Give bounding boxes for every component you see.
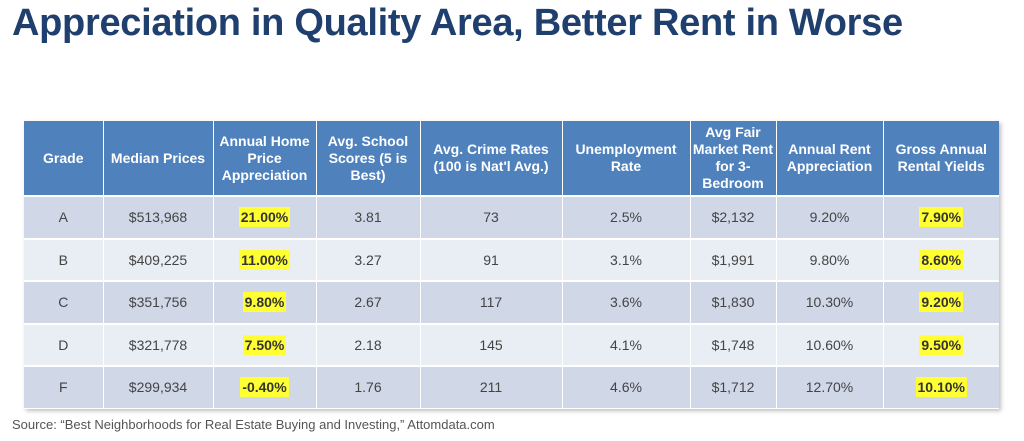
cell-home-appreciation: 11.00% — [213, 238, 317, 282]
page-title: Appreciation in Quality Area, Better Ren… — [12, 2, 903, 44]
cell-home-appreciation: -0.40% — [213, 366, 317, 408]
cell-median-price: $299,934 — [103, 366, 214, 408]
highlighted-value: 10.10% — [915, 377, 967, 398]
highlighted-value: 7.50% — [242, 334, 287, 355]
cell-fair-market-rent: $2,132 — [690, 196, 777, 240]
cell-unemployment: 2.5% — [562, 196, 691, 240]
header-school-scores: Avg. School Scores (5 is Best) — [316, 121, 421, 197]
cell-fair-market-rent: $1,748 — [690, 323, 777, 367]
table-row: B $409,225 11.00% 3.27 91 3.1% $1,991 9.… — [24, 238, 999, 282]
cell-crime-rate: 211 — [420, 366, 563, 408]
highlighted-value: 7.90% — [919, 207, 964, 228]
table-row: C $351,756 9.80% 2.67 117 3.6% $1,830 10… — [24, 281, 999, 325]
cell-rent-appreciation: 9.20% — [776, 196, 884, 240]
cell-fair-market-rent: $1,712 — [690, 366, 777, 408]
cell-school-score: 3.81 — [316, 196, 421, 240]
header-median-prices: Median Prices — [103, 121, 214, 197]
cell-rental-yield: 9.20% — [883, 281, 999, 325]
cell-rent-appreciation: 9.80% — [776, 238, 884, 282]
header-unemployment-rate: Unemployment Rate — [562, 121, 691, 197]
header-grade: Grade — [24, 121, 104, 197]
cell-median-price: $409,225 — [103, 238, 214, 282]
header-rental-yields: Gross Annual Rental Yields — [883, 121, 999, 197]
table-row: D $321,778 7.50% 2.18 145 4.1% $1,748 10… — [24, 323, 999, 367]
cell-grade: A — [24, 196, 104, 240]
highlighted-value: 11.00% — [239, 249, 290, 270]
table-row: A $513,968 21.00% 3.81 73 2.5% $2,132 9.… — [24, 196, 999, 240]
header-crime-rates: Avg. Crime Rates (100 is Nat'l Avg.) — [420, 121, 563, 197]
cell-home-appreciation: 9.80% — [213, 281, 317, 325]
cell-rent-appreciation: 10.60% — [776, 323, 884, 367]
cell-grade: D — [24, 323, 104, 367]
cell-unemployment: 4.6% — [562, 366, 691, 408]
cell-school-score: 2.18 — [316, 323, 421, 367]
highlighted-value: 8.60% — [919, 249, 964, 270]
cell-grade: C — [24, 281, 104, 325]
highlighted-value: 9.80% — [242, 292, 287, 313]
cell-home-appreciation: 7.50% — [213, 323, 317, 367]
cell-median-price: $351,756 — [103, 281, 214, 325]
cell-grade: F — [24, 366, 104, 408]
source-citation: Source: “Best Neighborhoods for Real Est… — [12, 417, 495, 432]
cell-rental-yield: 9.50% — [883, 323, 999, 367]
highlighted-value: -0.40% — [240, 377, 289, 398]
highlighted-value: 21.00% — [238, 207, 291, 228]
header-fair-market-rent: Avg Fair Market Rent for 3-Bedroom — [690, 121, 777, 197]
cell-rental-yield: 10.10% — [883, 366, 999, 408]
cell-unemployment: 3.1% — [562, 238, 691, 282]
cell-grade: B — [24, 238, 104, 282]
data-table-container: Grade Median Prices Annual Home Price Ap… — [24, 121, 999, 409]
table-header-row: Grade Median Prices Annual Home Price Ap… — [24, 121, 999, 197]
cell-school-score: 3.27 — [316, 238, 421, 282]
cell-rental-yield: 8.60% — [883, 238, 999, 282]
highlighted-value: 9.50% — [919, 334, 964, 355]
cell-rent-appreciation: 12.70% — [776, 366, 884, 408]
highlighted-value: 9.20% — [919, 292, 964, 313]
header-home-price-appreciation: Annual Home Price Appreciation — [213, 121, 317, 197]
cell-school-score: 2.67 — [316, 281, 421, 325]
cell-crime-rate: 145 — [420, 323, 563, 367]
data-table: Grade Median Prices Annual Home Price Ap… — [24, 121, 999, 408]
cell-crime-rate: 117 — [420, 281, 563, 325]
cell-rent-appreciation: 10.30% — [776, 281, 884, 325]
header-rent-appreciation: Annual Rent Appreciation — [776, 121, 884, 197]
cell-median-price: $513,968 — [103, 196, 214, 240]
cell-unemployment: 4.1% — [562, 323, 691, 367]
cell-home-appreciation: 21.00% — [213, 196, 317, 240]
cell-fair-market-rent: $1,830 — [690, 281, 777, 325]
cell-crime-rate: 91 — [420, 238, 563, 282]
cell-fair-market-rent: $1,991 — [690, 238, 777, 282]
cell-median-price: $321,778 — [103, 323, 214, 367]
cell-school-score: 1.76 — [316, 366, 421, 408]
cell-unemployment: 3.6% — [562, 281, 691, 325]
table-row: F $299,934 -0.40% 1.76 211 4.6% $1,712 1… — [24, 366, 999, 408]
cell-crime-rate: 73 — [420, 196, 563, 240]
cell-rental-yield: 7.90% — [883, 196, 999, 240]
